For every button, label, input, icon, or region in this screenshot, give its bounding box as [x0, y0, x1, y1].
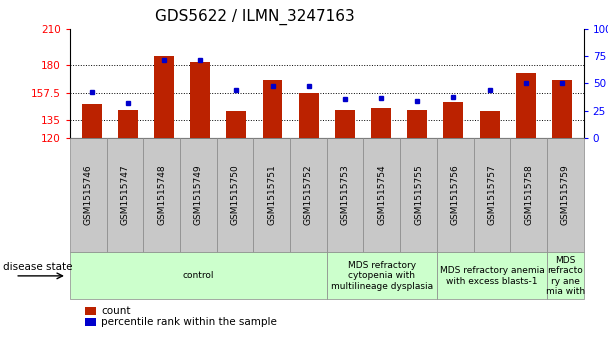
- Text: GDS5622 / ILMN_3247163: GDS5622 / ILMN_3247163: [156, 9, 355, 25]
- Text: GSM1515757: GSM1515757: [488, 165, 497, 225]
- Text: GSM1515754: GSM1515754: [378, 165, 386, 225]
- Bar: [335, 110, 355, 138]
- Bar: [552, 80, 572, 138]
- Text: percentile rank within the sample: percentile rank within the sample: [101, 317, 277, 327]
- Text: control: control: [182, 272, 214, 280]
- Text: GSM1515747: GSM1515747: [120, 165, 130, 225]
- Text: GSM1515750: GSM1515750: [230, 165, 240, 225]
- Text: MDS refractory anemia
with excess blasts-1: MDS refractory anemia with excess blasts…: [440, 266, 544, 286]
- Bar: [299, 93, 319, 138]
- Text: GSM1515758: GSM1515758: [524, 165, 533, 225]
- Text: GSM1515748: GSM1515748: [157, 165, 166, 225]
- Bar: [190, 62, 210, 138]
- Bar: [407, 110, 427, 138]
- Bar: [263, 80, 283, 138]
- Text: GSM1515751: GSM1515751: [268, 165, 276, 225]
- Text: MDS refractory
cytopenia with
multilineage dysplasia: MDS refractory cytopenia with multilinea…: [331, 261, 433, 291]
- Bar: [154, 56, 174, 138]
- Bar: [516, 73, 536, 138]
- Text: GSM1515746: GSM1515746: [84, 165, 93, 225]
- Bar: [443, 102, 463, 138]
- Text: GSM1515759: GSM1515759: [561, 165, 570, 225]
- Text: GSM1515756: GSM1515756: [451, 165, 460, 225]
- Text: count: count: [101, 306, 131, 316]
- Text: GSM1515755: GSM1515755: [414, 165, 423, 225]
- Bar: [118, 110, 138, 138]
- Text: GSM1515749: GSM1515749: [194, 165, 203, 225]
- Text: GSM1515753: GSM1515753: [340, 165, 350, 225]
- Text: disease state: disease state: [3, 262, 72, 272]
- Bar: [480, 111, 500, 138]
- Text: GSM1515752: GSM1515752: [304, 165, 313, 225]
- Text: MDS
refracto
ry ane
mia with: MDS refracto ry ane mia with: [546, 256, 585, 296]
- Bar: [371, 108, 391, 138]
- Bar: [226, 111, 246, 138]
- Bar: [81, 104, 102, 138]
